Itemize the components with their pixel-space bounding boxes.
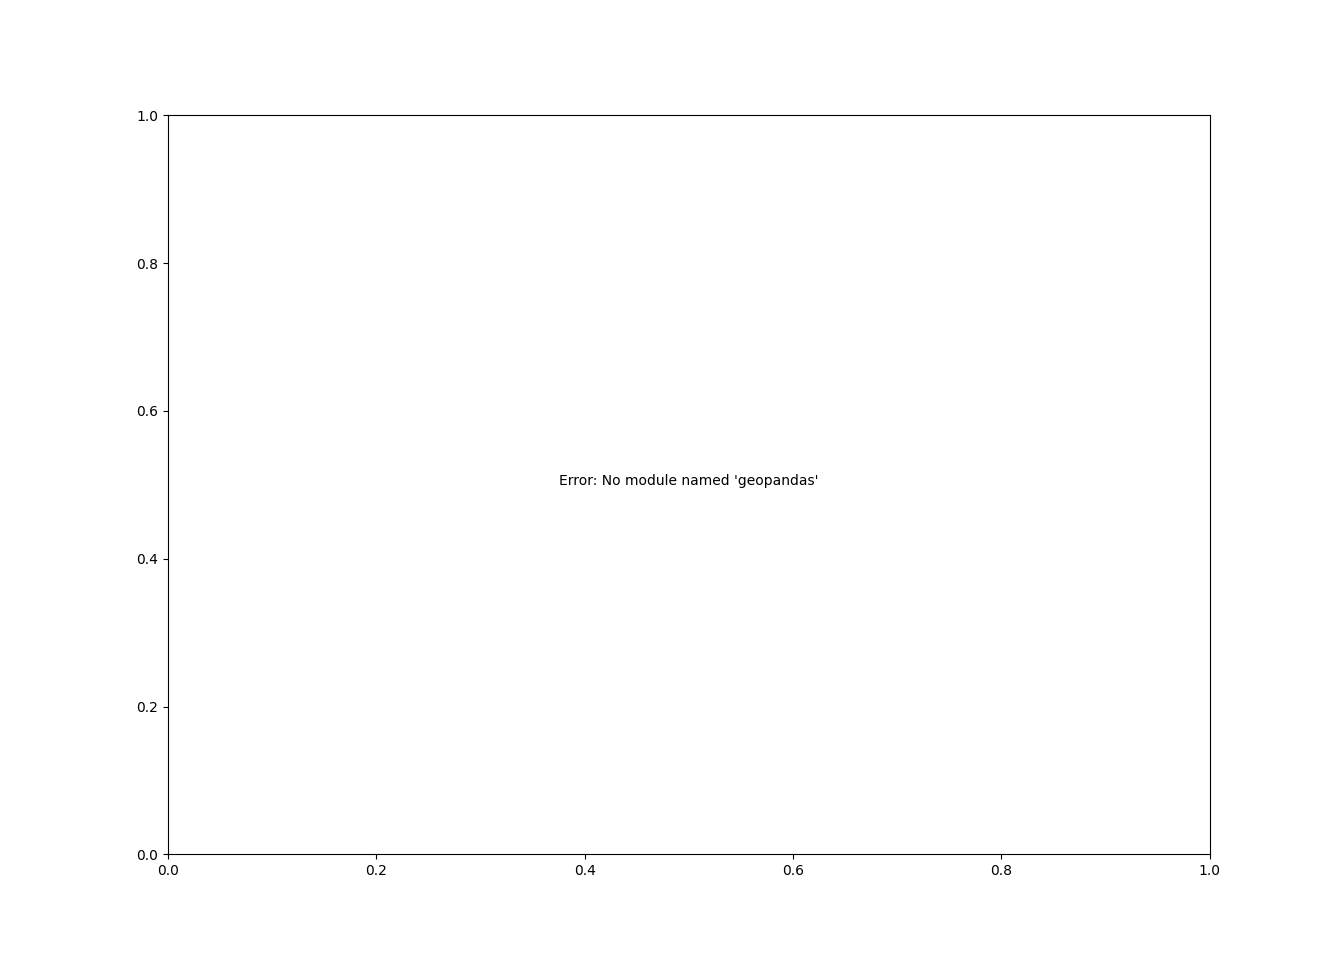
Text: Error: No module named 'geopandas': Error: No module named 'geopandas' [559,474,818,488]
